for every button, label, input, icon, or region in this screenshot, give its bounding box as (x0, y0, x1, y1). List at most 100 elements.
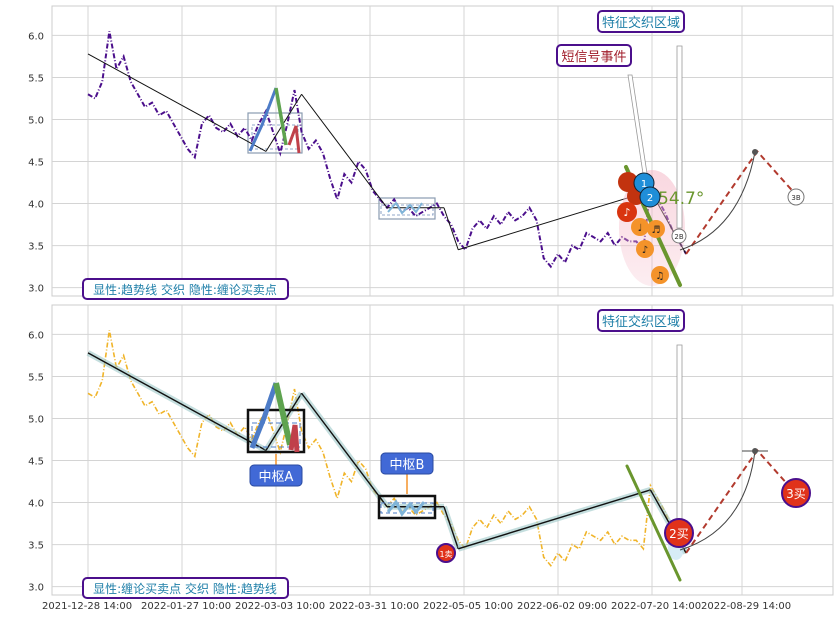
pivot-a-bottom-blue (249, 382, 279, 449)
bottom-legend-text: 显性:缠论买卖点 交织 隐性:趋势线 (93, 581, 277, 596)
bottom-legend-box (82, 577, 289, 599)
signal-dot-1-label: 1 (641, 179, 647, 190)
sell-1-marker (436, 543, 456, 563)
y-tick-label: 5.0 (28, 115, 44, 126)
signal-note-1 (631, 218, 649, 236)
signal-2b (671, 228, 687, 244)
bottom-chart-panel: 3.03.54.04.55.05.56.0 2021-12-28 14:00 20… (28, 304, 834, 612)
buy-2-marker (664, 518, 694, 548)
x-tick-label: 2022-08-29 14:00 (701, 601, 791, 612)
feature-region-badge-bottom (597, 309, 685, 332)
bottom-y-tick-labels: 3.0 3.5 4.0 4.5 5.0 5.5 6.0 (28, 330, 44, 593)
pivot-box-b-bottom (377, 494, 437, 520)
signal-note-red-label: ♪ (623, 206, 630, 219)
x-tick-label: 2022-03-03 10:00 (235, 601, 325, 612)
trend-line (87, 53, 267, 152)
pivot-a-bottom-green (273, 382, 293, 446)
x-tick-label: 2022-05-05 10:00 (423, 601, 513, 612)
pivot-a-bottom-red (288, 424, 300, 453)
trend-line (443, 506, 459, 549)
y-tick-label: 5.5 (28, 73, 44, 84)
y-tick-label: 6.0 (28, 31, 44, 42)
signal-note-4 (651, 266, 669, 284)
buy-2-label: 2买 (669, 527, 689, 541)
sell-1-label: 1卖 (439, 550, 452, 559)
top-trend-lines (87, 53, 687, 255)
buy-3-label: 3买 (786, 487, 806, 501)
bottom-peak-dot (752, 448, 758, 454)
center-b-badge (380, 452, 434, 475)
y-tick-label: 4.5 (28, 457, 44, 468)
pivot-a-stroke-red (287, 125, 301, 154)
signal-note-2 (647, 220, 665, 238)
pivot-box-b-inner-top (380, 204, 434, 216)
feature-region-label-top: 特征交织区域 (602, 15, 680, 31)
center-a-badge (249, 464, 303, 487)
signal-note-3-label: ♪ (642, 245, 648, 256)
x-tick-label: 2022-01-27 10:00 (141, 601, 231, 612)
signal-note-4-label: ♫ (656, 271, 665, 282)
pivot-box-b-top (378, 197, 436, 220)
buy-3-marker (781, 478, 811, 508)
top-curve-arc (679, 151, 756, 251)
y-tick-label: 4.0 (28, 499, 44, 510)
pivot-a-stroke-green (274, 87, 288, 146)
short-signal-badge (556, 44, 632, 67)
pivot-box-a-inner-bottom (251, 422, 301, 448)
y-tick-label: 4.5 (28, 158, 44, 169)
y-tick-label: 3.5 (28, 242, 44, 253)
y-tick-label: 3.0 (28, 583, 44, 594)
top-plot-frame (51, 5, 834, 297)
x-tick-label: 2022-06-02 09:00 (517, 601, 607, 612)
top-legend-box (82, 278, 289, 300)
bottom-curve-arc (679, 450, 756, 551)
trend-line (87, 352, 267, 452)
center-b-label: 中枢B (390, 458, 425, 473)
signal-note-3 (636, 240, 654, 258)
trend-line (443, 207, 459, 250)
x-tick-label: 2022-07-20 14:00 (611, 601, 701, 612)
top-legend-text: 显性:趋势线 交织 隐性:缠论买卖点 (93, 282, 277, 297)
pivot-box-b-inner-bottom (380, 502, 434, 514)
y-tick-label: 4.0 (28, 200, 44, 211)
signal-note-2-label: ♬ (652, 225, 661, 236)
top-peak-dot (752, 149, 758, 155)
trend-line (301, 93, 388, 209)
bottom-trend-lines (86, 350, 689, 555)
pivot-box-a-bottom (246, 408, 306, 454)
y-tick-label: 6.0 (28, 330, 44, 341)
signal-dot-red-1 (618, 172, 638, 192)
pivot-a-stroke-blue (248, 87, 278, 152)
center-a-label: 中枢A (259, 470, 294, 485)
y-tick-label: 5.5 (28, 372, 44, 383)
pivot-b-wiggle (387, 201, 423, 215)
callout-shaft-2 (676, 45, 683, 229)
y-tick-label: 3.0 (28, 284, 44, 295)
signal-2b-label: 2B (674, 233, 683, 241)
top-chart-panel: 3.0 3.5 4.0 4.5 5.0 5.5 6.0 54.7° (28, 5, 834, 300)
trend-line (301, 392, 388, 508)
signal-note-red (617, 202, 637, 222)
signal-dot-2 (639, 186, 661, 208)
signal-note-1-label: ♩ (638, 223, 643, 234)
x-tick-label: 2022-03-31 10:00 (329, 601, 419, 612)
feature-region-label-bottom: 特征交织区域 (602, 314, 680, 330)
trend-line (458, 190, 651, 251)
top-y-tick-labels: 3.0 3.5 4.0 4.5 5.0 5.5 6.0 (28, 31, 44, 294)
signal-3b (787, 188, 805, 206)
y-tick-label: 5.0 (28, 414, 44, 425)
angle-label: 54.7° (658, 189, 704, 209)
bottom-green-trend (625, 464, 682, 582)
x-tick-label: 2021-12-28 14:00 (42, 601, 132, 612)
y-tick-label: 3.5 (28, 541, 44, 552)
feature-region-badge-top (597, 10, 685, 33)
pivot-b-bottom-wiggle (386, 499, 426, 517)
callout-shaft-bottom (676, 344, 683, 541)
x-tick-labels: 2021-12-28 14:00 2022-01-27 10:00 2022-03-… (42, 601, 791, 612)
short-signal-label: 短信号事件 (561, 50, 626, 65)
signal-dot-2-label: 2 (647, 193, 653, 204)
signal-symbols: 1 2 ♪ ♩ ♬ ♪ ♫ 2B 3B (617, 172, 805, 284)
signal-3b-label: 3B (791, 194, 800, 202)
trend-line (458, 489, 651, 550)
